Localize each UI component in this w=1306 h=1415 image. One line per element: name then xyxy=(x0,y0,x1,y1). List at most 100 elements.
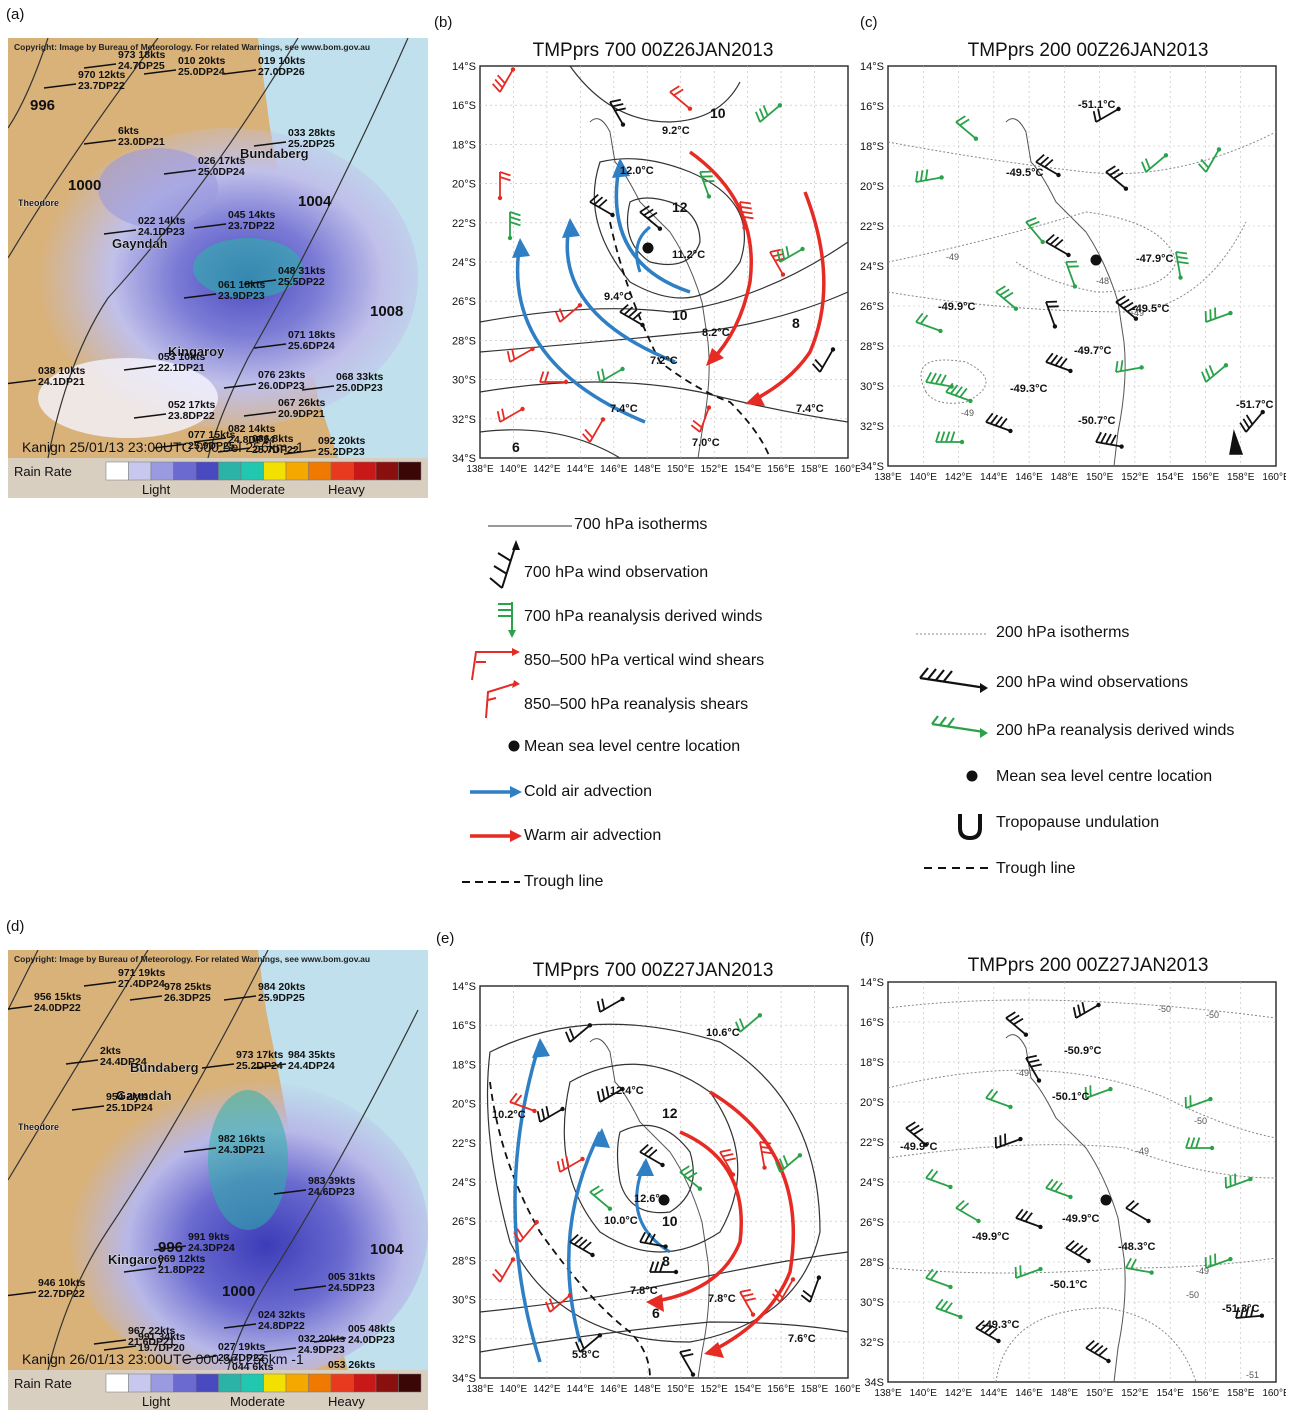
wind-barb-tip xyxy=(580,1156,585,1162)
wind-barb-tip xyxy=(830,347,836,352)
wind-barb xyxy=(1205,312,1231,323)
rain-rate-swatch xyxy=(105,1373,129,1393)
wind-barb-feather xyxy=(959,1202,970,1212)
warm-advection-arrow xyxy=(749,191,826,404)
rain-cat-moderate: Moderate xyxy=(230,482,285,497)
latitude-labels: 14°S 16°S 18°S 20°S 22°S 24°S 26°S 28°S 30°S 32°S… xyxy=(860,977,884,1389)
wind-barb-tip xyxy=(1008,428,1013,434)
isotherm-value-label: 10 xyxy=(672,307,688,323)
wind-barb-feather xyxy=(1250,1305,1255,1317)
light-rain xyxy=(38,358,218,438)
wind-barb xyxy=(569,1024,591,1043)
wind-barb-feather xyxy=(545,1301,551,1313)
isotherm-line xyxy=(616,1124,694,1214)
temperature-label: -49.9°C xyxy=(900,1141,937,1153)
wind-barb xyxy=(1025,221,1044,243)
wind-barb xyxy=(945,391,971,402)
legend-wind-obs-symbol xyxy=(919,667,987,690)
wind-barb-tip xyxy=(1106,1358,1111,1364)
cold-advection-arrow xyxy=(565,221,676,364)
station-observation: 005 48kts 24.0DP23 xyxy=(348,1323,395,1346)
wind-barb-tip xyxy=(757,1013,763,1018)
wind-barb-feather xyxy=(1054,238,1064,248)
wind-barb-tip xyxy=(816,1275,822,1280)
wind-barb-feather xyxy=(1028,1059,1040,1064)
wind-barb-feather xyxy=(1049,1180,1059,1191)
station-observation: 967 22kts 21.6DP21 xyxy=(128,1325,175,1348)
wind-barb-feather xyxy=(719,1148,731,1153)
longitude-label: 156°E xyxy=(767,1384,795,1395)
wind-barb-tip xyxy=(610,212,615,218)
wind-barb-feather xyxy=(800,1294,811,1303)
wind-barb-feather xyxy=(935,373,942,385)
station-observation: 048 31kts 25.5DP22 xyxy=(278,265,325,288)
rain-rate-swatch xyxy=(240,461,264,481)
wind-barb-tip xyxy=(520,406,525,412)
latitude-label: 30°S xyxy=(860,381,884,393)
isotherm-value-label: 8 xyxy=(662,1253,670,1269)
wind-barb-tip xyxy=(742,225,747,230)
wind-barb xyxy=(1205,364,1227,383)
wind-barb-feather xyxy=(593,1188,604,1196)
rain-rate-swatch xyxy=(330,1373,354,1393)
longitude-label: 148°E xyxy=(1051,1388,1079,1399)
wind-barb-tip xyxy=(1068,368,1073,374)
station-wind-arrow xyxy=(223,383,257,389)
wind-barb-tip xyxy=(587,1023,593,1028)
latitude-label: 30°S xyxy=(860,1297,884,1309)
wind-barb-feather xyxy=(1245,1306,1250,1318)
temperature-label: 9.2°C xyxy=(662,125,690,137)
wind-barb-feather xyxy=(811,363,821,373)
wind-barb-feather xyxy=(1092,111,1097,123)
wind-barb xyxy=(1185,1098,1211,1109)
coastline xyxy=(1005,1034,1126,1383)
wind-barb xyxy=(579,1334,601,1353)
station-wind-arrow xyxy=(103,1345,137,1351)
wind-barb-tip xyxy=(1086,1258,1091,1264)
wind-barb-tip xyxy=(1018,1136,1023,1142)
wind-barb-feather xyxy=(1003,291,1014,300)
rain-rate-swatch xyxy=(375,1373,399,1393)
latitude-label: 26°S xyxy=(860,301,884,313)
legend-mslp-symbol xyxy=(508,740,520,752)
wind-barb-feather xyxy=(1235,1307,1240,1319)
wind-barb-feather xyxy=(1072,1007,1077,1019)
wind-barb-feather xyxy=(548,1298,555,1310)
station-observation: 019 10kts 27.0DP26 xyxy=(258,55,305,78)
temperature-label: -51.7°C xyxy=(1236,399,1273,411)
temperature-label: -49.3°C xyxy=(982,1319,1019,1331)
wind-barb-feather xyxy=(687,1171,698,1180)
station-observation: 038 10kts 24.1DP21 xyxy=(38,365,85,388)
wind-barb xyxy=(1125,1267,1152,1274)
place-label: Theodore xyxy=(18,198,59,208)
wind-barb-tip xyxy=(600,417,606,422)
panel-label-d: (d) xyxy=(6,918,25,935)
wind-barb-feather xyxy=(995,285,1006,293)
wind-barb-feather xyxy=(1077,1004,1082,1016)
warm-advection-arrowhead xyxy=(706,348,724,366)
contour-label: -49 xyxy=(946,252,959,262)
wind-barb-feather xyxy=(915,170,919,183)
rain-rate-swatch xyxy=(308,1373,332,1393)
wind-barb xyxy=(1205,149,1220,173)
wind-barb-tip xyxy=(1052,324,1058,329)
station-observation: 991 34kts 19.7DP20 xyxy=(138,1331,185,1354)
wind-barb-feather xyxy=(596,1001,601,1013)
latitude-label: 32°S xyxy=(860,1337,884,1349)
station-wind-arrow xyxy=(253,343,287,349)
warm-advection-arrow xyxy=(688,150,753,364)
longitude-label: 148°E xyxy=(634,464,662,475)
wind-barb-feather xyxy=(925,1168,934,1179)
temperature-label: -49.3°C xyxy=(1010,383,1047,395)
longitude-label: 144°E xyxy=(567,1384,595,1395)
wind-barb-feather xyxy=(724,1157,736,1162)
wind-barb-feather xyxy=(499,171,511,177)
wind-barb-feather xyxy=(501,408,506,420)
wind-barb-tip xyxy=(1133,316,1139,321)
longitude-label: 150°E xyxy=(1086,1388,1114,1399)
rain-rate-swatch xyxy=(240,1373,264,1393)
station-wind-arrow xyxy=(123,365,157,371)
wind-barb xyxy=(639,1151,663,1166)
latitude-label: 34°S xyxy=(860,461,884,473)
station-wind-arrow xyxy=(243,411,277,417)
